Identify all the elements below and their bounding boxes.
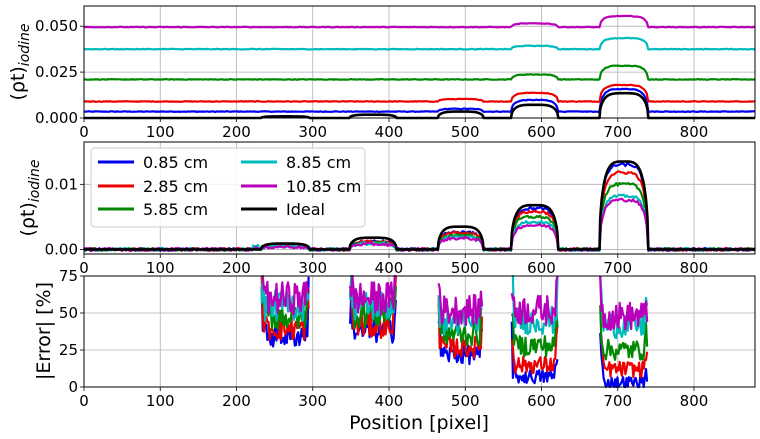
series-line-10-85-cm [83, 14, 756, 29]
x-tick-label: 0 [79, 259, 89, 277]
series-line-10-85-cm [260, 274, 649, 331]
y-tick-label: 25 [59, 341, 78, 359]
y-axis-label: |Error| [%] [33, 282, 55, 380]
tick-labels: 0 100 200 300 400 500 600 700 800 0 25 50 75 [59, 267, 708, 410]
plot-frame [83, 5, 756, 119]
panel-bottom: 0 100 200 300 400 500 600 700 800 0 25 50 75 |Error|… [33, 267, 756, 434]
y-tick-label: 0.050 [35, 17, 78, 35]
x-tick-label: 800 [680, 259, 709, 277]
x-tick-label: 600 [527, 392, 556, 410]
x-tick-label: 200 [222, 392, 251, 410]
legend: 0.85 cm 2.85 cm 5.85 cm 8.85 cm 10.85 cm… [90, 147, 366, 228]
x-tick-label: 0 [79, 123, 89, 141]
tick-labels: 0 100 200 300 400 500 600 700 800 0.000 0.025 0.050 [35, 17, 708, 141]
series-group [83, 160, 756, 252]
series-line-0-85-cm [83, 87, 755, 113]
x-tick-label: 300 [298, 259, 327, 277]
x-tick-label: 700 [603, 259, 632, 277]
legend-box [90, 147, 366, 228]
legend-label-5-85cm: 5.85 cm [143, 200, 208, 219]
x-tick-label: 200 [222, 123, 251, 141]
x-tick-label: 100 [146, 392, 175, 410]
x-tick-label: 700 [603, 392, 632, 410]
series-line-8-85-cm [83, 36, 756, 51]
series-line-ideal [83, 160, 756, 251]
panel-middle: 0 100 200 300 400 500 600 700 800 0.00 0.01 (ρt)io… [17, 141, 756, 277]
series-line-5-85-cm [260, 274, 649, 361]
y-tick-label: 0.025 [35, 63, 78, 81]
legend-label-ideal: Ideal [286, 200, 325, 219]
x-tick-label: 800 [680, 392, 709, 410]
y-tick-label: 75 [59, 267, 78, 285]
x-tick-label: 700 [603, 123, 632, 141]
grid [83, 275, 755, 388]
plot-frame [83, 275, 756, 388]
y-tick-label: 0.000 [35, 109, 78, 127]
y-tick-label: 0 [68, 378, 78, 396]
tick-labels: 0 100 200 300 400 500 600 700 800 0.00 0.01 [45, 175, 709, 277]
x-tick-label: 600 [527, 123, 556, 141]
y-axis-label: (ρt)iodine [7, 23, 33, 100]
plot-frame [83, 141, 756, 255]
x-tick-label: 0 [79, 392, 89, 410]
series-line-2-85-cm [260, 275, 649, 379]
y-axis-label: (ρt)iodine [17, 159, 43, 236]
panel-top: 0 100 200 300 400 500 600 700 800 0.000 0.025 0.050… [7, 5, 756, 141]
x-tick-label: 400 [375, 123, 404, 141]
series-line-ideal [84, 91, 755, 120]
x-tick-label: 300 [298, 123, 327, 141]
legend-label-0-85cm: 0.85 cm [143, 153, 208, 172]
y-tick-label: 0.01 [45, 175, 78, 193]
x-tick-label: 500 [451, 123, 480, 141]
series-line-2-85-cm [83, 83, 756, 103]
legend-label-2-85cm: 2.85 cm [143, 177, 208, 196]
legend-label-8-85cm: 8.85 cm [286, 153, 351, 172]
x-tick-label: 500 [451, 259, 480, 277]
series-group [260, 274, 649, 389]
x-tick-label: 100 [146, 123, 175, 141]
x-tick-label: 400 [375, 392, 404, 410]
x-tick-label: 800 [680, 123, 709, 141]
x-axis-label: Position [pixel] [349, 412, 489, 434]
x-tick-label: 100 [146, 259, 175, 277]
x-tick-label: 300 [298, 392, 327, 410]
x-tick-label: 500 [451, 392, 480, 410]
series-line-5-85-cm [83, 64, 756, 81]
x-tick-label: 600 [527, 259, 556, 277]
y-tick-label: 50 [59, 304, 78, 322]
y-tick-label: 0.00 [45, 240, 78, 258]
series-group [83, 14, 756, 120]
legend-label-10-85cm: 10.85 cm [286, 177, 361, 196]
x-tick-label: 400 [375, 259, 404, 277]
x-tick-label: 200 [222, 259, 251, 277]
